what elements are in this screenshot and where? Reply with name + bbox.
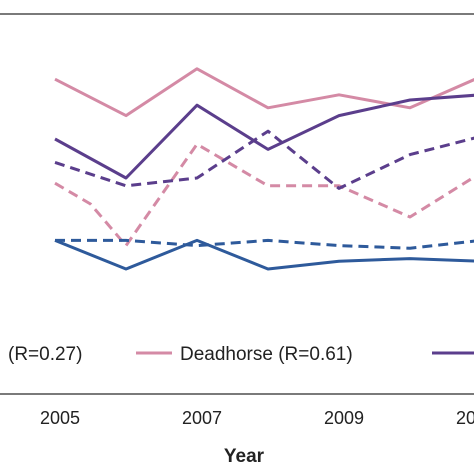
x-tick-label-2007: 2007 — [182, 408, 222, 428]
legend: (R=0.27) Deadhorse (R=0.61) — [8, 344, 474, 365]
x-tick-label-2009: 2009 — [324, 408, 364, 428]
x-tick-label-20: 20 — [456, 408, 474, 428]
series-line-6 — [55, 238, 474, 250]
legend-label-1: (R=0.27) — [8, 344, 82, 365]
x-axis-ticks: 2005 2007 2009 20 — [40, 408, 474, 428]
x-axis-title: Year — [224, 446, 265, 467]
plot-frame — [0, 13, 474, 395]
series-layer — [54, 67, 474, 271]
x-tick-label-2005: 2005 — [40, 408, 80, 428]
legend-label-2: Deadhorse (R=0.61) — [180, 344, 353, 365]
series-line-1 — [54, 67, 474, 118]
series-line-5 — [54, 238, 474, 271]
series-line-3 — [54, 93, 474, 180]
series-line-4 — [54, 129, 474, 190]
